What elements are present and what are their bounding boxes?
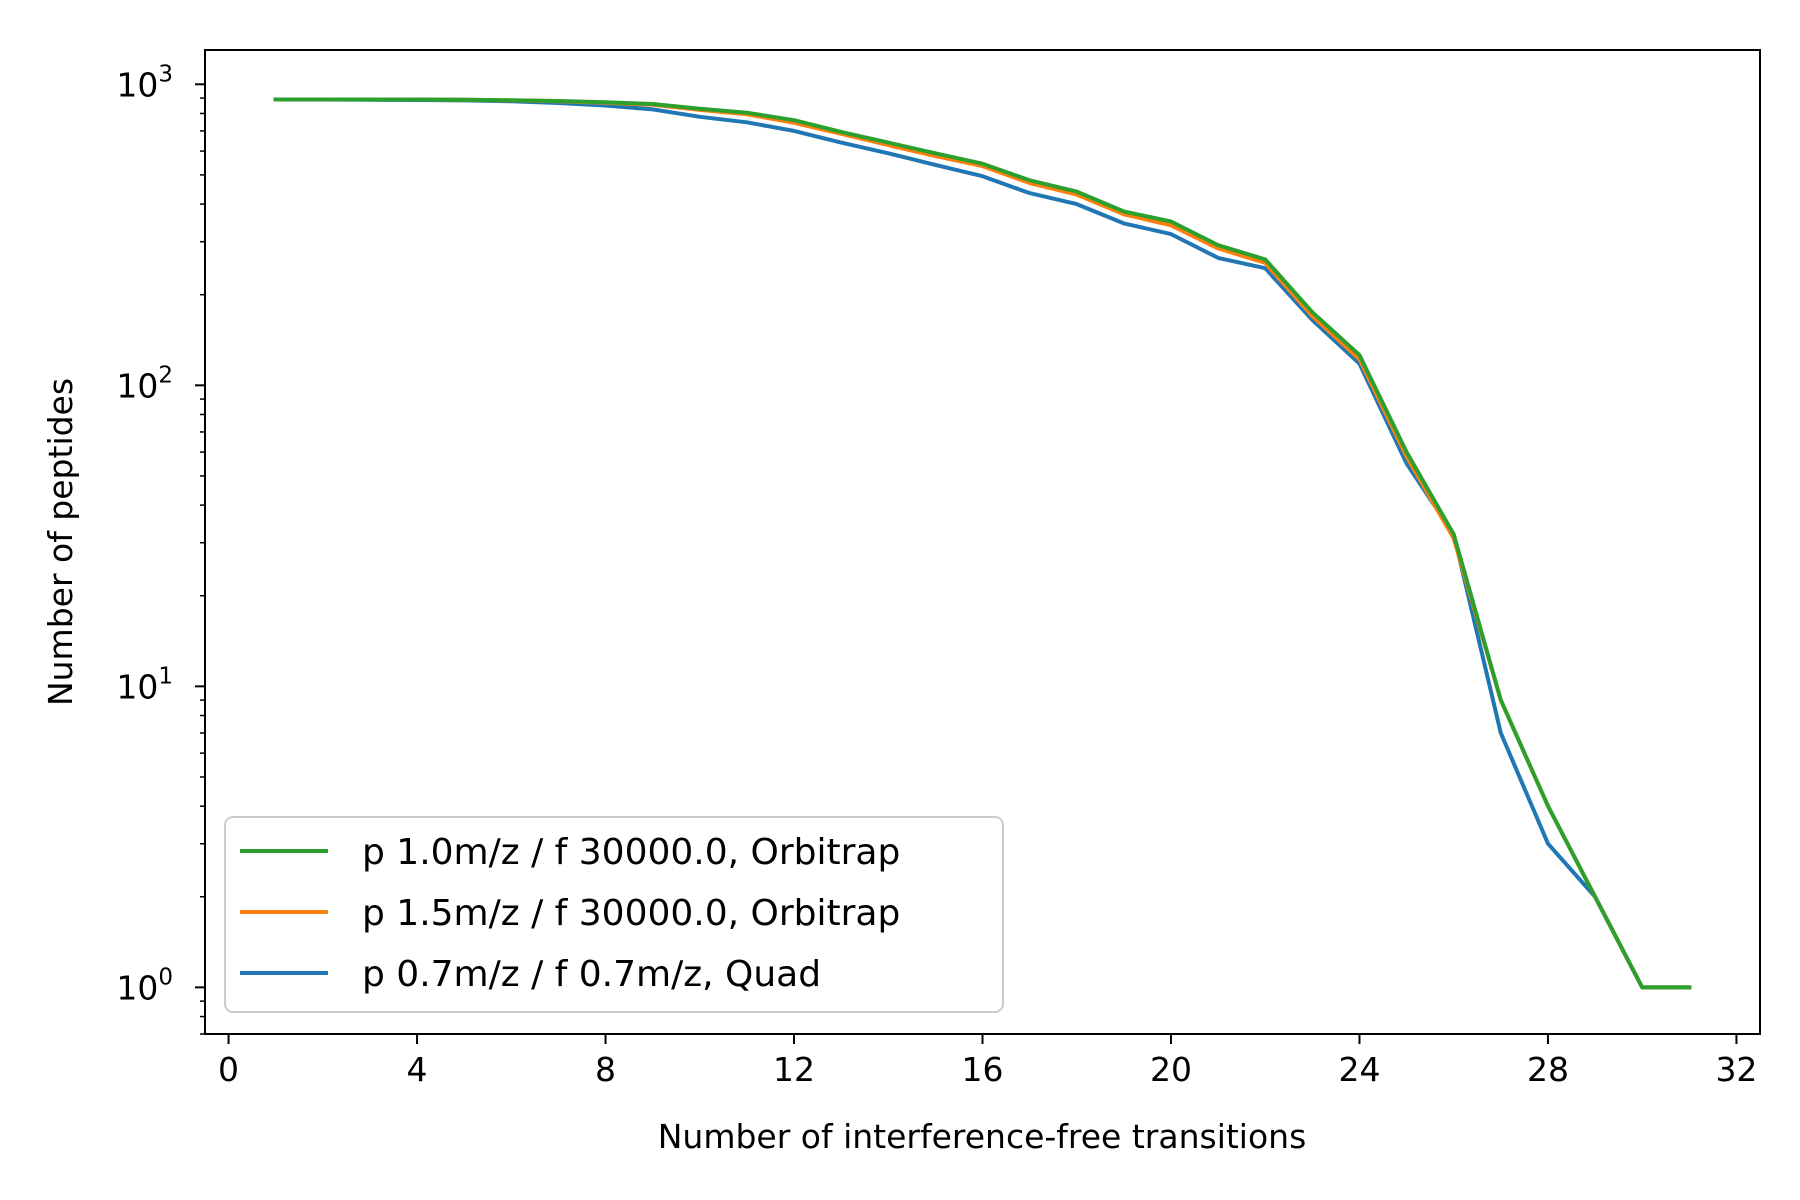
legend-box xyxy=(224,816,1004,1013)
series-line-2 xyxy=(273,97,1692,990)
legend-label: p 1.5m/z / f 30000.0, Orbitrap xyxy=(362,893,900,934)
x-tick-label: 28 xyxy=(1527,1050,1569,1089)
y-tick-label: 103 xyxy=(116,61,173,104)
x-tick-label: 32 xyxy=(1715,1050,1757,1089)
x-axis: 0 4 8 12 16 20 24 28 32 xyxy=(218,1034,1757,1089)
legend-label: p 0.7m/z / f 0.7m/z, Quad xyxy=(362,954,821,995)
x-tick-label: 16 xyxy=(962,1050,1004,1089)
x-tick-label: 0 xyxy=(218,1050,239,1089)
series-lines xyxy=(273,97,1692,990)
legend: p 1.0m/z / f 30000.0, Orbitrap p 1.5m/z /… xyxy=(224,816,1004,1013)
y-tick-label: 102 xyxy=(116,362,173,405)
y-tick-label: 101 xyxy=(116,663,173,706)
legend-label: p 1.0m/z / f 30000.0, Orbitrap xyxy=(362,832,900,873)
x-axis-title: Number of interference-free transitions xyxy=(658,1117,1307,1156)
x-tick-label: 24 xyxy=(1338,1050,1380,1089)
y-axis: 100 101 102 103 xyxy=(116,61,205,1007)
x-tick-label: 12 xyxy=(773,1050,815,1089)
x-tick-label: 4 xyxy=(407,1050,428,1089)
y-tick-label: 100 xyxy=(116,964,173,1007)
y-axis-title: Number of peptides xyxy=(41,378,80,706)
x-tick-label: 20 xyxy=(1150,1050,1192,1089)
x-tick-label: 8 xyxy=(595,1050,616,1089)
